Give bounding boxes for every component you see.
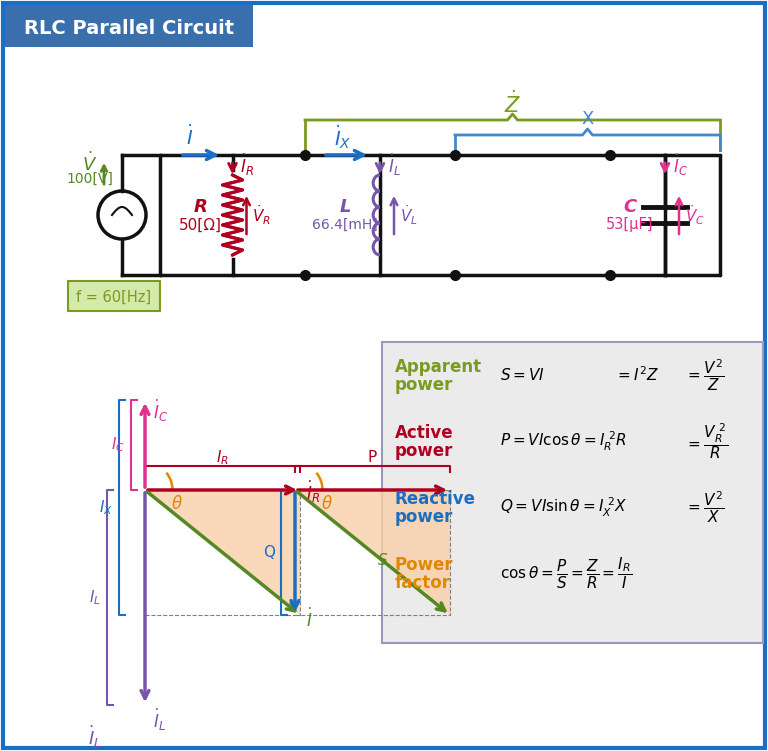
Text: $\theta$: $\theta$	[171, 495, 183, 513]
Text: $\cos\theta = \dfrac{P}{S} = \dfrac{Z}{R} = \dfrac{I_R}{I}$: $\cos\theta = \dfrac{P}{S} = \dfrac{Z}{R…	[500, 555, 632, 591]
Text: L: L	[339, 198, 351, 216]
Text: $\dot{Z}$: $\dot{Z}$	[504, 91, 521, 117]
Polygon shape	[295, 490, 450, 615]
Text: $\dot{I}_C$: $\dot{I}_C$	[673, 152, 688, 178]
Text: $Q = VI\sin\theta = I_X^{\ 2}X$: $Q = VI\sin\theta = I_X^{\ 2}X$	[500, 496, 627, 519]
Polygon shape	[145, 490, 300, 615]
Text: $I_C$: $I_C$	[111, 436, 125, 454]
Text: 50[Ω]: 50[Ω]	[179, 218, 222, 233]
FancyBboxPatch shape	[382, 342, 763, 643]
Text: power: power	[395, 376, 453, 394]
Text: Q: Q	[263, 545, 275, 560]
Text: $P = VI\cos\theta = I_R^{\ 2}R$: $P = VI\cos\theta = I_R^{\ 2}R$	[500, 430, 627, 453]
Text: P: P	[368, 451, 377, 466]
Text: $\theta$: $\theta$	[321, 495, 333, 513]
Text: $\dot{V}$: $\dot{V}$	[82, 152, 98, 175]
Text: S: S	[378, 553, 387, 568]
Text: 100[V]: 100[V]	[67, 172, 114, 186]
Text: X: X	[581, 110, 594, 128]
Text: 66.4[mH]: 66.4[mH]	[312, 218, 378, 232]
Text: $I_R$: $I_R$	[216, 448, 229, 467]
Text: $=\dfrac{V^2}{X}$: $=\dfrac{V^2}{X}$	[685, 489, 724, 525]
Text: $\dot{I}_L$: $\dot{I}_L$	[88, 724, 102, 750]
Text: $=\dfrac{V^2}{Z}$: $=\dfrac{V^2}{Z}$	[685, 357, 724, 393]
Text: R: R	[194, 198, 207, 216]
Text: $I_X$: $I_X$	[99, 498, 113, 517]
Text: $\dot{I}$: $\dot{I}$	[187, 125, 194, 149]
Text: $\dot{I}_C$: $\dot{I}_C$	[153, 398, 168, 424]
Text: RLC Parallel Circuit: RLC Parallel Circuit	[24, 19, 234, 38]
Text: 53[μF]: 53[μF]	[606, 218, 654, 233]
FancyBboxPatch shape	[68, 281, 160, 311]
Text: $\dot{V}_C$: $\dot{V}_C$	[685, 204, 705, 227]
Text: $\dot{I}$: $\dot{I}$	[306, 608, 313, 631]
Text: $= I^2Z$: $= I^2Z$	[615, 366, 660, 385]
Text: Active: Active	[395, 424, 454, 442]
Text: factor: factor	[395, 574, 451, 592]
Text: $\dot{V}_L$: $\dot{V}_L$	[400, 204, 418, 227]
Text: Reactive: Reactive	[395, 490, 476, 508]
Text: $I_L$: $I_L$	[89, 588, 101, 607]
Text: power: power	[395, 508, 453, 526]
Text: f = 60[Hz]: f = 60[Hz]	[77, 289, 151, 304]
Text: Apparent: Apparent	[395, 358, 482, 376]
Text: $\dot{I}_R$: $\dot{I}_R$	[306, 479, 320, 505]
Bar	[5, 5, 253, 47]
Text: power: power	[395, 442, 453, 460]
Text: $S = VI$: $S = VI$	[500, 367, 545, 383]
Text: $\dot{I}_X$: $\dot{I}_X$	[334, 123, 352, 151]
Text: C: C	[624, 198, 637, 216]
Text: $=\dfrac{V_R^{\ 2}}{R}$: $=\dfrac{V_R^{\ 2}}{R}$	[685, 421, 728, 461]
Text: Power: Power	[395, 556, 454, 574]
Text: $\dot{I}_R$: $\dot{I}_R$	[240, 152, 254, 178]
Text: $\dot{V}_R$: $\dot{V}_R$	[253, 204, 271, 227]
Text: $\dot{I}_L$: $\dot{I}_L$	[153, 707, 166, 733]
Text: $\dot{I}_L$: $\dot{I}_L$	[388, 152, 401, 178]
